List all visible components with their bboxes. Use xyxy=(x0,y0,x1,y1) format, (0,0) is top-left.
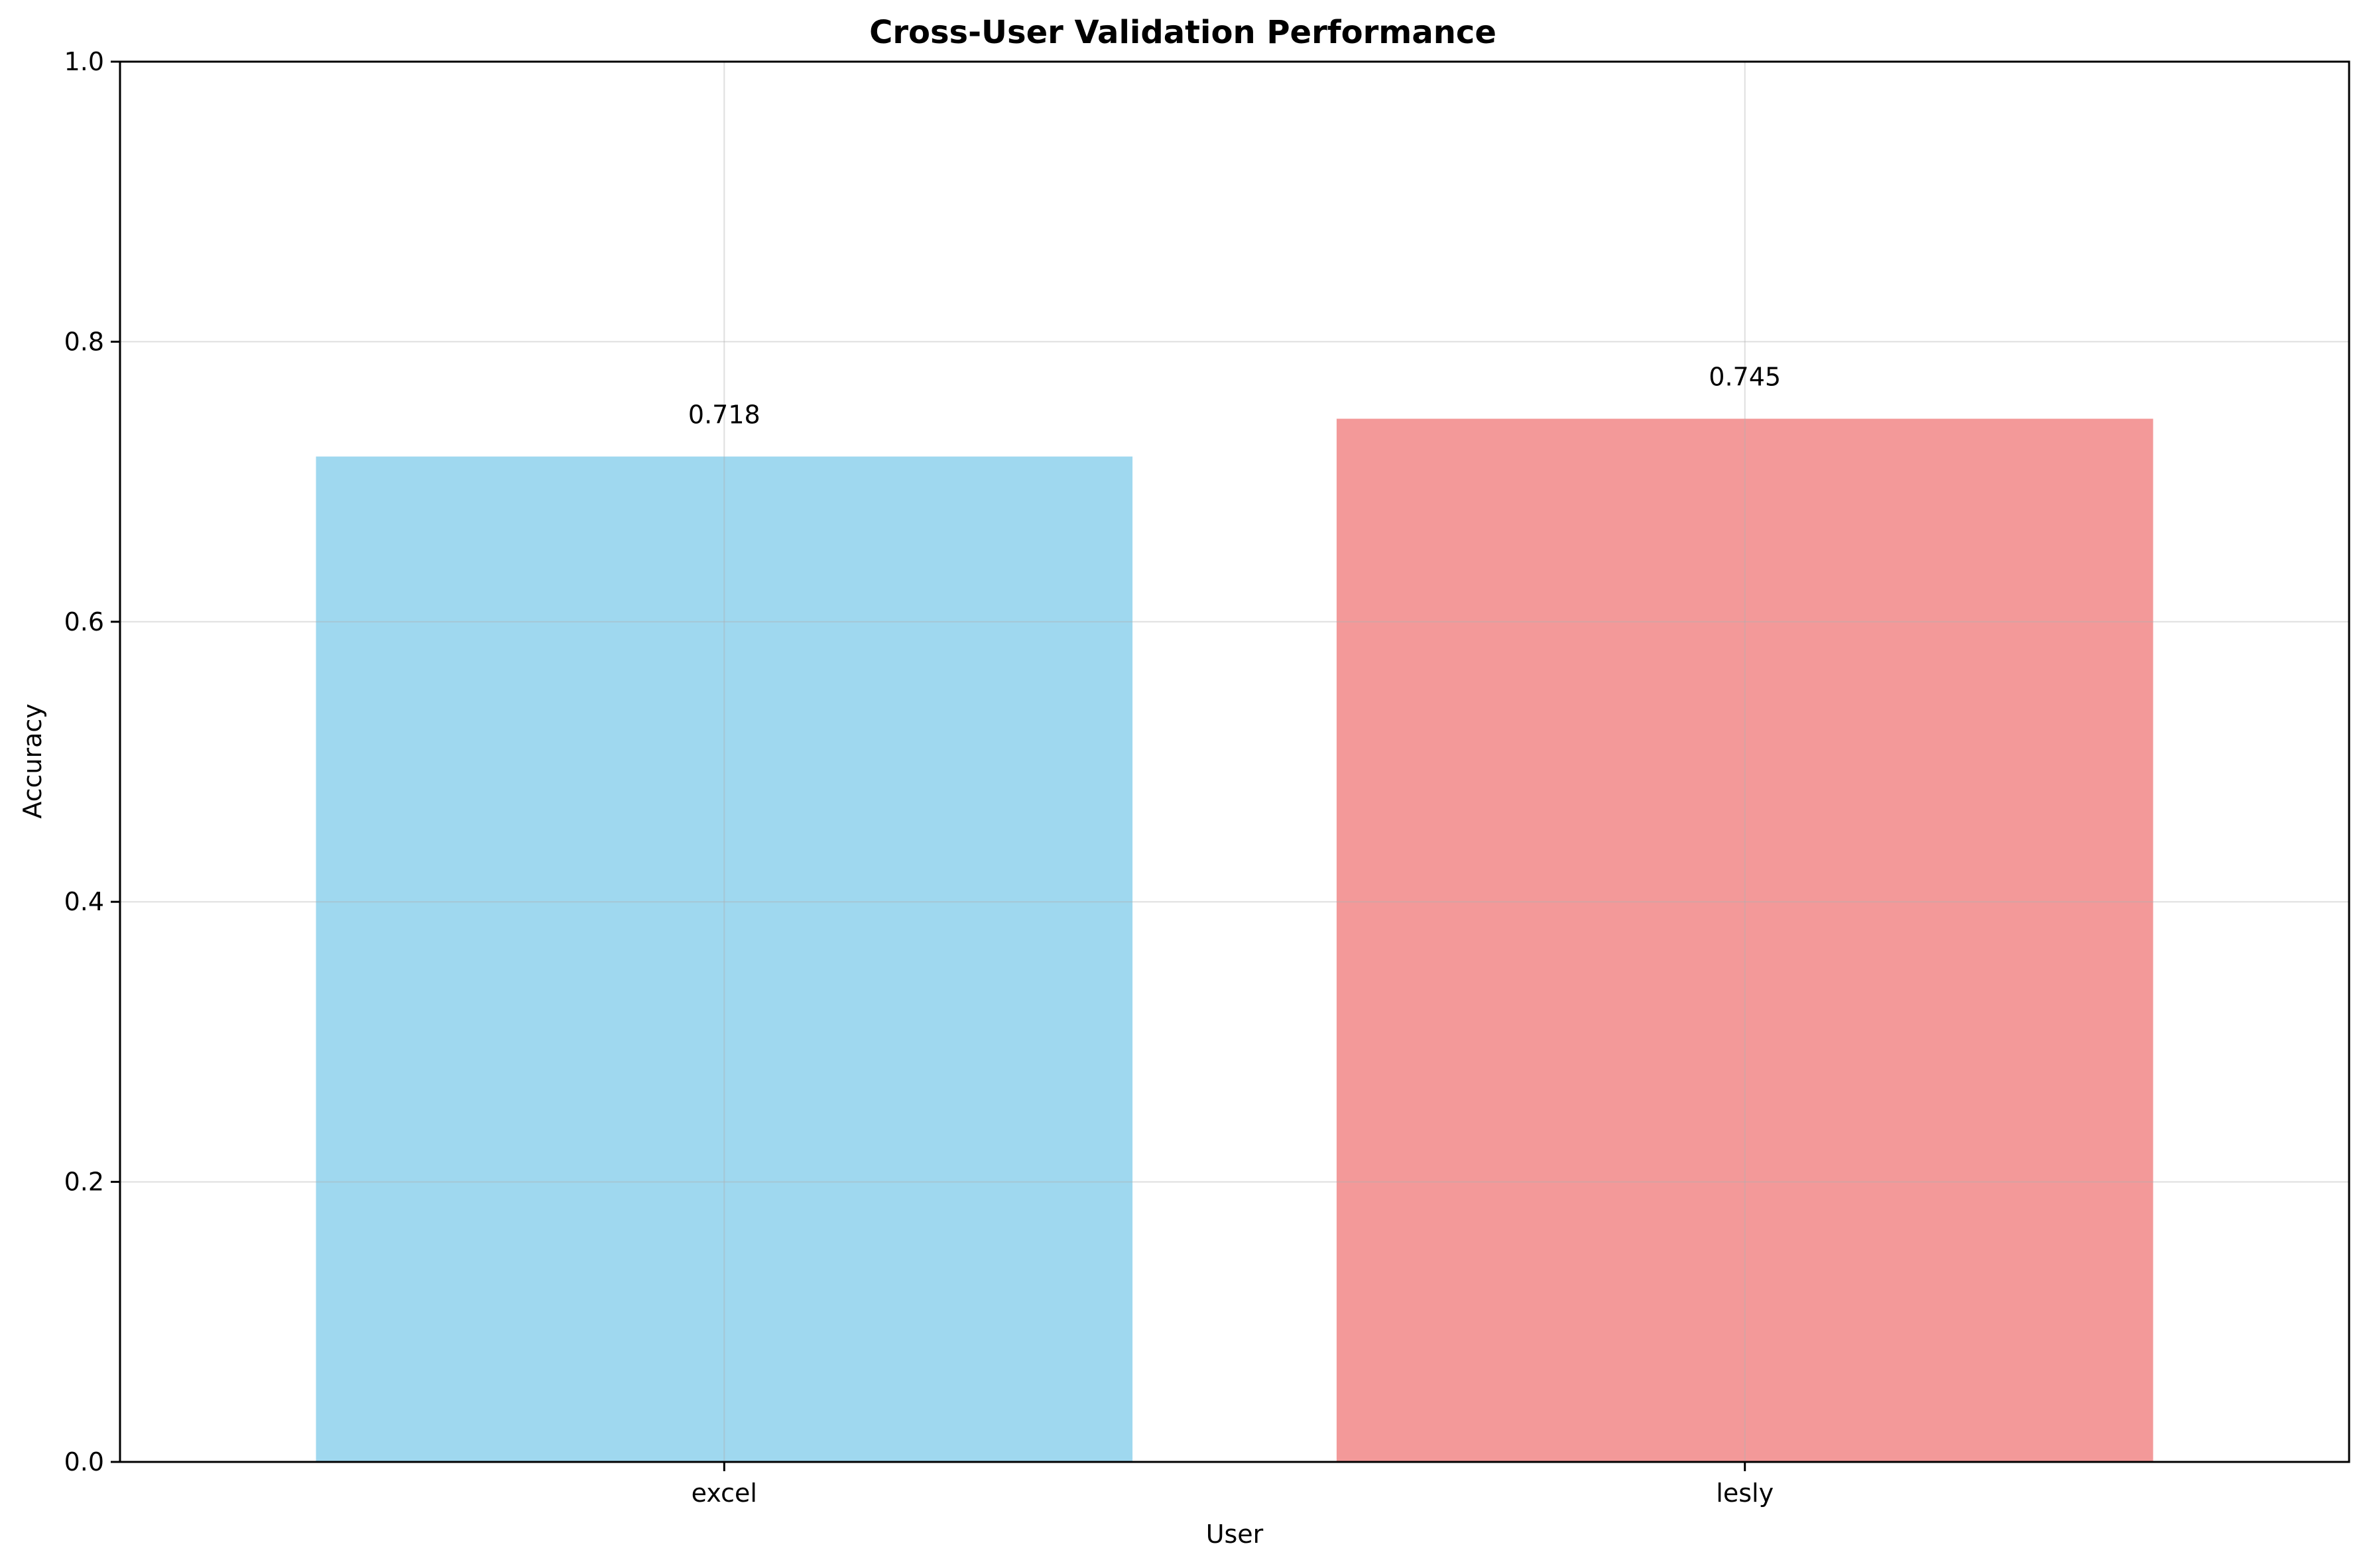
bar-value-label: 0.718 xyxy=(688,400,760,430)
y-axis: 0.0 0.2 0.4 0.6 0.8 1.0 xyxy=(64,47,120,1477)
x-tick-label: excel xyxy=(692,1478,757,1508)
x-axis-label: User xyxy=(1206,1520,1264,1549)
x-axis: excel lesly xyxy=(692,1462,1774,1508)
chart-title: Cross-User Validation Performance xyxy=(869,14,1496,51)
plot-frame xyxy=(119,60,2350,1463)
y-tick-label: 0.8 xyxy=(64,327,104,356)
y-tick-label: 0.6 xyxy=(64,607,104,636)
y-tick-label: 1.0 xyxy=(64,47,104,76)
y-tick-label: 0.2 xyxy=(64,1168,104,1197)
y-axis-label: Accuracy xyxy=(18,703,47,819)
bar-excel xyxy=(316,456,1133,1462)
bar-lesly xyxy=(1336,418,2154,1462)
bar-value-label: 0.745 xyxy=(1709,363,1781,392)
y-tick-label: 0.0 xyxy=(64,1447,104,1477)
x-tick-label: lesly xyxy=(1716,1478,1774,1508)
bar-value-labels: 0.718 0.745 xyxy=(688,363,1781,430)
y-tick-label: 0.4 xyxy=(64,887,104,916)
bars xyxy=(316,418,2154,1462)
